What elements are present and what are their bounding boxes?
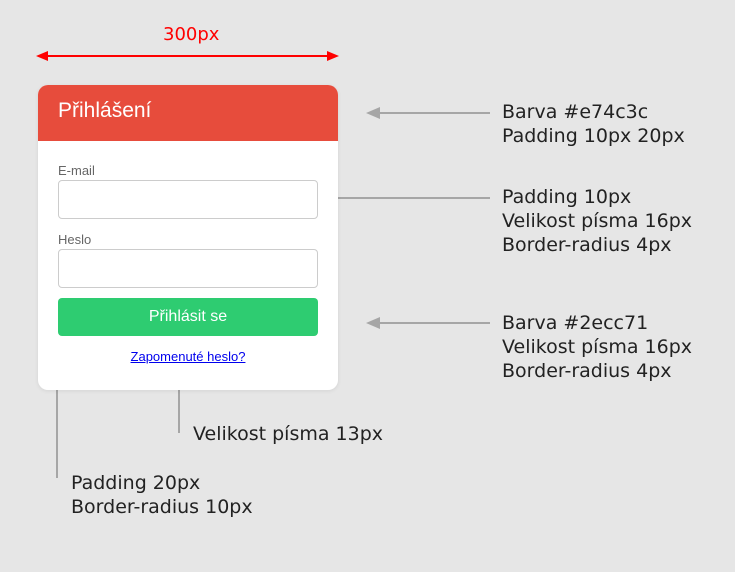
login-card-header: Přihlášení xyxy=(38,85,338,141)
width-dimension-label: 300px xyxy=(163,24,220,45)
header-annotation-line: Barva #e74c3c xyxy=(502,101,649,123)
button-annotation-line: Border-radius 4px xyxy=(502,360,672,382)
header-annotation-arrow xyxy=(366,107,490,119)
input-annotation-arrow xyxy=(314,192,490,204)
input-annotation-line: Border-radius 4px xyxy=(502,234,672,256)
button-annotation-line: Velikost písma 16px xyxy=(502,336,693,358)
input-annotation: Padding 10px Velikost písma 16px Border-… xyxy=(502,185,692,257)
forgot-password-link[interactable]: Zapomenuté heslo? xyxy=(130,349,246,364)
password-field[interactable] xyxy=(58,249,318,288)
login-title: Přihlášení xyxy=(58,99,152,122)
login-form: E-mail Heslo Přihlásit se Zapomenuté hes… xyxy=(38,141,338,366)
password-label: Heslo xyxy=(58,232,92,247)
link-annotation-line: Velikost písma 13px xyxy=(193,423,384,445)
button-annotation-arrow xyxy=(366,317,490,329)
login-button[interactable]: Přihlásit se xyxy=(58,298,318,336)
email-field[interactable] xyxy=(58,180,318,219)
button-annotation: Barva #2ecc71 Velikost písma 16px Border… xyxy=(502,311,692,383)
button-annotation-line: Barva #2ecc71 xyxy=(502,312,649,334)
card-annotation: Padding 20px Border-radius 10px xyxy=(71,471,253,519)
width-dimension-arrow xyxy=(36,51,339,61)
email-label: E-mail xyxy=(58,163,95,178)
login-card: Přihlášení E-mail Heslo Přihlásit se Zap… xyxy=(38,85,338,390)
card-annotation-line: Border-radius 10px xyxy=(71,496,253,518)
header-annotation-line: Padding 10px 20px xyxy=(502,125,685,147)
input-annotation-line: Velikost písma 16px xyxy=(502,210,693,232)
header-annotation: Barva #e74c3c Padding 10px 20px xyxy=(502,100,685,148)
link-annotation: Velikost písma 13px xyxy=(193,422,383,446)
card-annotation-line: Padding 20px xyxy=(71,472,201,494)
input-annotation-line: Padding 10px xyxy=(502,186,632,208)
